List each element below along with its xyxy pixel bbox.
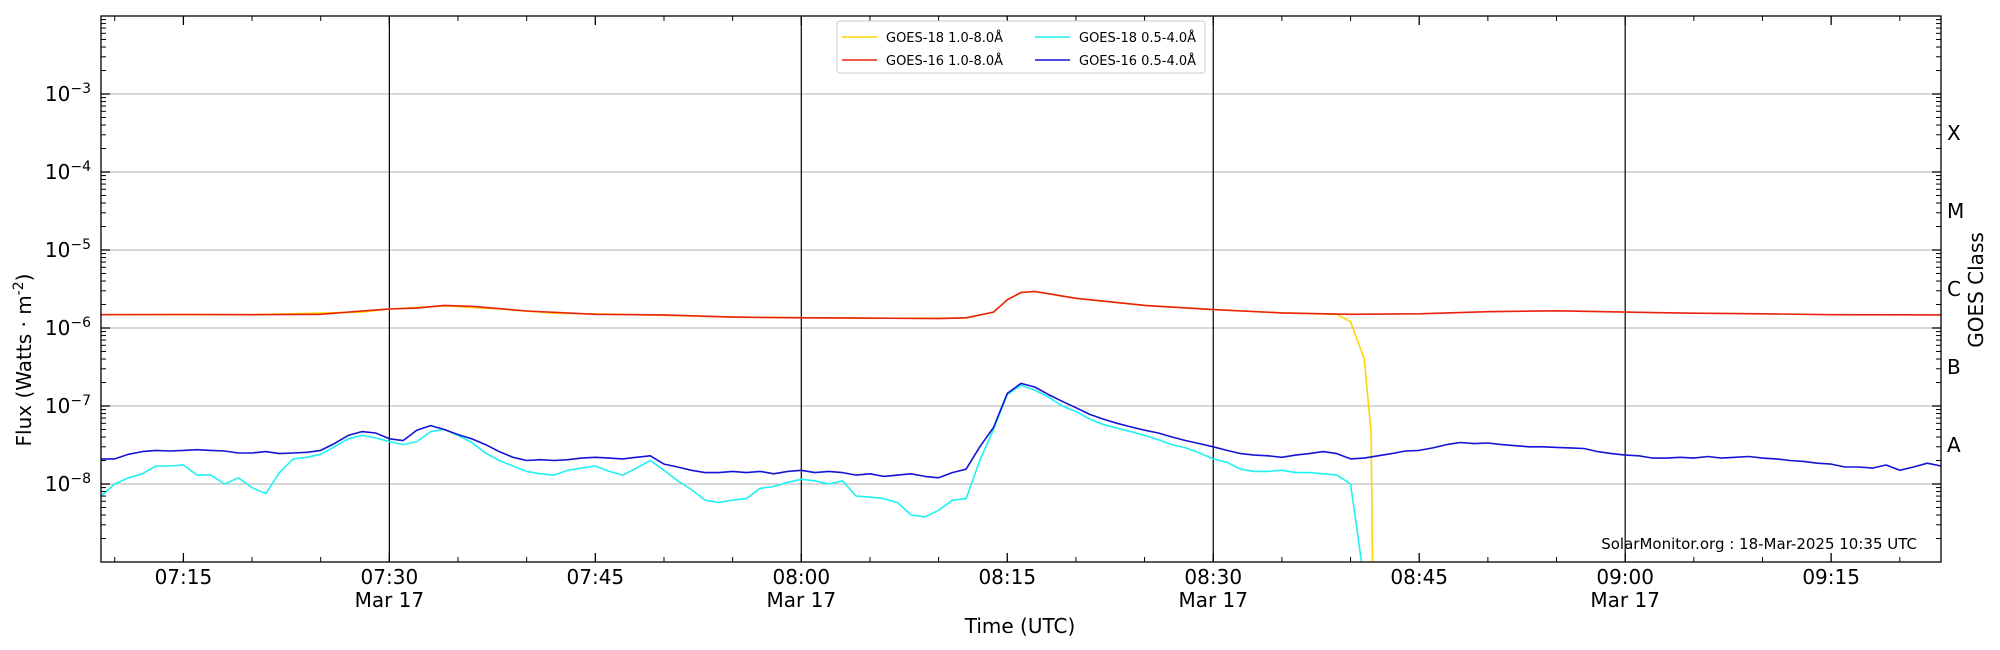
x-axis-title: Time (UTC) <box>964 614 1076 638</box>
goes-class-label: X <box>1947 121 1961 145</box>
series-line-goes-18-0-5-4-0 <box>100 384 1363 563</box>
y-axis: 10−810−710−610−510−410−3 <box>45 19 1941 540</box>
plot-frame <box>100 15 1942 563</box>
y-tick-exponent: −8 <box>70 471 91 487</box>
x-tick-label: 08:00 <box>772 565 830 589</box>
y-tick-label: 10−7 <box>45 393 91 418</box>
legend: GOES-18 1.0-8.0Å GOES-16 1.0-8.0Å GOES-18 … <box>836 20 1206 74</box>
legend-label: GOES-16 1.0-8.0Å <box>886 53 1003 69</box>
y-tick-base: 10 <box>45 394 70 418</box>
series-line-goes-16-0-5-4-0 <box>101 382 1942 479</box>
y-tick-base: 10 <box>45 238 70 262</box>
y-tick-exponent: −6 <box>70 315 91 331</box>
y-tick-label: 10−5 <box>45 237 91 262</box>
x-tick-label: 08:15 <box>978 565 1036 589</box>
goes-class-axis: A B C M X <box>1947 121 1964 457</box>
goes-class-label: B <box>1947 355 1961 379</box>
y-axis-title-exponent: -2 <box>11 281 27 295</box>
x-tick-label: 07:15 <box>155 565 213 589</box>
y-tick-base: 10 <box>45 472 70 496</box>
goes-class-label: M <box>1947 199 1964 223</box>
x-tick-label: 08:30 <box>1184 565 1242 589</box>
y-tick-base: 10 <box>45 316 70 340</box>
y-tick-exponent: −5 <box>70 237 91 253</box>
y-tick-label: 10−3 <box>45 81 91 106</box>
watermark-text: SolarMonitor.org : 18-Mar-2025 10:35 UTC <box>1601 535 1917 553</box>
y-tick-exponent: −7 <box>70 393 91 409</box>
y-tick-label: 10−4 <box>45 159 91 184</box>
x-tick-label: 08:45 <box>1390 565 1448 589</box>
y-axis-title-close: ) <box>12 274 36 282</box>
series-lines <box>100 290 1942 563</box>
legend-label: GOES-18 0.5-4.0Å <box>1079 30 1196 46</box>
y-tick-label: 10−6 <box>45 315 91 340</box>
x-tick-date-label: Mar 17 <box>1178 588 1248 612</box>
goes-class-axis-title: GOES Class <box>1964 232 1988 348</box>
x-tick-label: 07:30 <box>361 565 419 589</box>
grid <box>101 16 1941 562</box>
goes-class-label: A <box>1947 433 1961 457</box>
y-tick-label: 10−8 <box>45 471 91 496</box>
legend-label: GOES-16 0.5-4.0Å <box>1079 53 1196 69</box>
series-line-goes-18-1-0-8-0 <box>101 290 1374 563</box>
y-tick-base: 10 <box>45 82 70 106</box>
y-tick-exponent: −4 <box>70 159 91 175</box>
x-tick-label: 09:00 <box>1596 565 1654 589</box>
legend-box <box>836 20 1206 74</box>
x-tick-date-label: Mar 17 <box>355 588 425 612</box>
y-axis-title: Flux (Watts · m-2) <box>11 274 36 447</box>
x-tick-label: 07:45 <box>567 565 625 589</box>
goes-class-label: C <box>1947 277 1961 301</box>
x-tick-label: 09:15 <box>1802 565 1860 589</box>
y-tick-base: 10 <box>45 160 70 184</box>
y-tick-exponent: −3 <box>70 81 91 97</box>
series-line-goes-16-1-0-8-0 <box>100 290 1942 320</box>
legend-label: GOES-18 1.0-8.0Å <box>886 30 1003 46</box>
y-axis-title-main: Flux (Watts · m <box>12 295 36 446</box>
x-tick-date-label: Mar 17 <box>1590 588 1660 612</box>
x-tick-date-label: Mar 17 <box>767 588 837 612</box>
